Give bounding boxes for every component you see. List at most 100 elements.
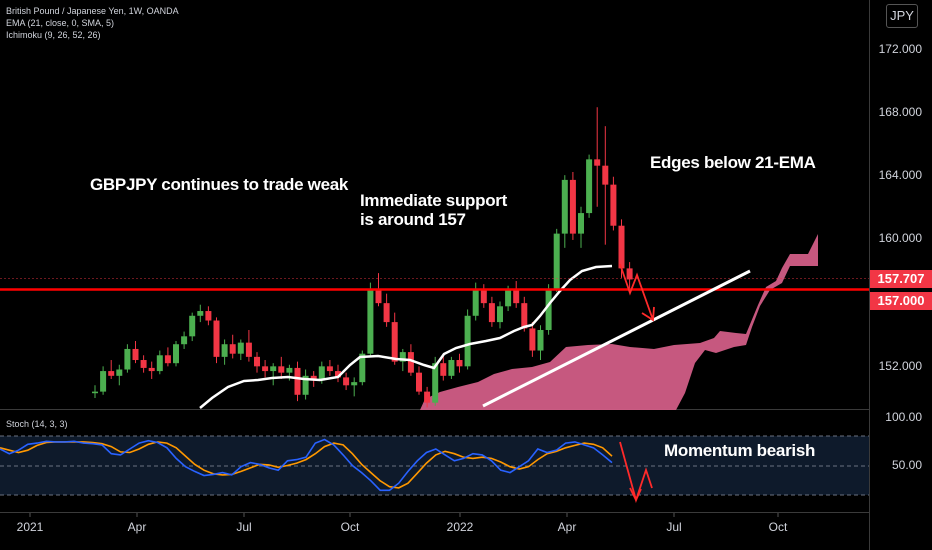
candle-body [132, 348, 139, 361]
current-price-badge: 157.707 [870, 270, 932, 288]
candle-body [221, 344, 228, 357]
candle-body [140, 360, 147, 368]
candle-body [278, 366, 285, 373]
annotation-support-line2: is around 157 [360, 210, 466, 229]
candle-body [156, 355, 163, 372]
candle-body [594, 159, 601, 166]
candle-body [529, 328, 536, 351]
stoch-tick: 50.00 [891, 458, 922, 472]
candle-body [92, 391, 98, 394]
candle-body [513, 290, 520, 304]
candle-body [326, 366, 333, 372]
candle-body [189, 315, 196, 337]
candle-body [618, 225, 625, 269]
candle-body [213, 320, 220, 357]
candle-body [229, 344, 236, 354]
ema-21-line [199, 264, 613, 409]
candles-group [92, 107, 633, 408]
projection-arrow-head [641, 306, 655, 322]
currency-button[interactable]: JPY [886, 4, 918, 28]
ichimoku-cloud-future [746, 234, 818, 345]
time-tick: Apr [127, 520, 147, 534]
time-axis-ticks [29, 513, 779, 517]
candle-body [245, 342, 252, 357]
trend-line [482, 269, 751, 408]
candle-body [343, 377, 350, 386]
candle-body [254, 356, 260, 367]
time-tick: Jul [666, 520, 682, 534]
candle-body [286, 367, 293, 373]
stoch-projection-arrow-head [629, 487, 642, 503]
price-tick: 160.000 [878, 231, 922, 245]
stoch-indicator-label[interactable]: Stoch (14, 3, 3) [6, 419, 68, 429]
stoch-projection-arrow [619, 441, 653, 504]
candle-body [367, 288, 374, 354]
candle-body [488, 303, 495, 323]
candle-body [173, 344, 179, 364]
candle-body [262, 366, 269, 372]
candle-body [375, 288, 382, 304]
candle-body [553, 233, 560, 289]
candle-body [164, 355, 171, 364]
candle-body [108, 371, 115, 376]
candle-body [302, 375, 309, 395]
time-tick: Oct [340, 520, 360, 534]
candle-body [464, 315, 471, 367]
candle-body [569, 179, 576, 234]
candle-body [578, 213, 584, 234]
support-price-badge: 157.000 [870, 292, 932, 310]
candle-body [537, 330, 544, 351]
symbol-title: British Pound / Japanese Yen, 1W, OANDA [6, 6, 179, 16]
candle-body [424, 391, 431, 403]
candle-body [610, 184, 617, 226]
candle-body [626, 268, 633, 280]
time-tick: Oct [768, 520, 788, 534]
candle-body [497, 306, 503, 323]
price-tick: 164.000 [878, 168, 922, 182]
candle-body [181, 336, 188, 345]
candle-body [545, 288, 552, 330]
projection-arrow [619, 263, 654, 321]
candle-body [335, 371, 341, 378]
ichimoku-cloud [420, 331, 746, 410]
candle-body [310, 375, 317, 381]
price-tick: 152.000 [878, 359, 922, 373]
candle-body [521, 303, 528, 329]
annotation-support-line1: Immediate support [360, 191, 507, 210]
candle-body [100, 371, 107, 392]
candle-body [448, 360, 455, 376]
candle-body [383, 303, 390, 323]
candle-body [505, 290, 512, 307]
candle-body [197, 311, 204, 316]
price-tick: 168.000 [878, 105, 922, 119]
candle-body [561, 179, 568, 234]
candle-body [432, 363, 439, 403]
time-tick: Apr [557, 520, 577, 534]
annotation-weak: GBPJPY continues to trade weak [90, 175, 349, 194]
candle-body [351, 382, 358, 386]
candle-body [399, 352, 406, 362]
candle-body [148, 367, 155, 372]
candle-body [440, 363, 447, 376]
annotation-edges: Edges below 21-EMA [650, 153, 816, 172]
time-tick: 2021 [16, 520, 44, 534]
candle-body [416, 372, 422, 392]
candle-body [391, 322, 398, 362]
stoch-tick: 100.00 [885, 410, 922, 424]
stoch-d-line [0, 441, 613, 489]
candle-body [359, 353, 366, 383]
stoch-k-line [0, 438, 613, 492]
time-tick: 2022 [446, 520, 474, 534]
candle-body [294, 367, 301, 395]
candle-body [407, 352, 414, 373]
candle-body [602, 165, 609, 185]
time-tick: Jul [236, 520, 252, 534]
candle-body [480, 288, 487, 304]
candle-body [237, 342, 244, 354]
ema-indicator-label[interactable]: EMA (21, close, 0, SMA, 5) [6, 18, 115, 28]
ichimoku-indicator-label[interactable]: Ichimoku (9, 26, 52, 26) [6, 30, 101, 40]
candle-body [205, 311, 212, 321]
candle-body [456, 360, 463, 367]
price-tick: 172.000 [878, 42, 922, 56]
